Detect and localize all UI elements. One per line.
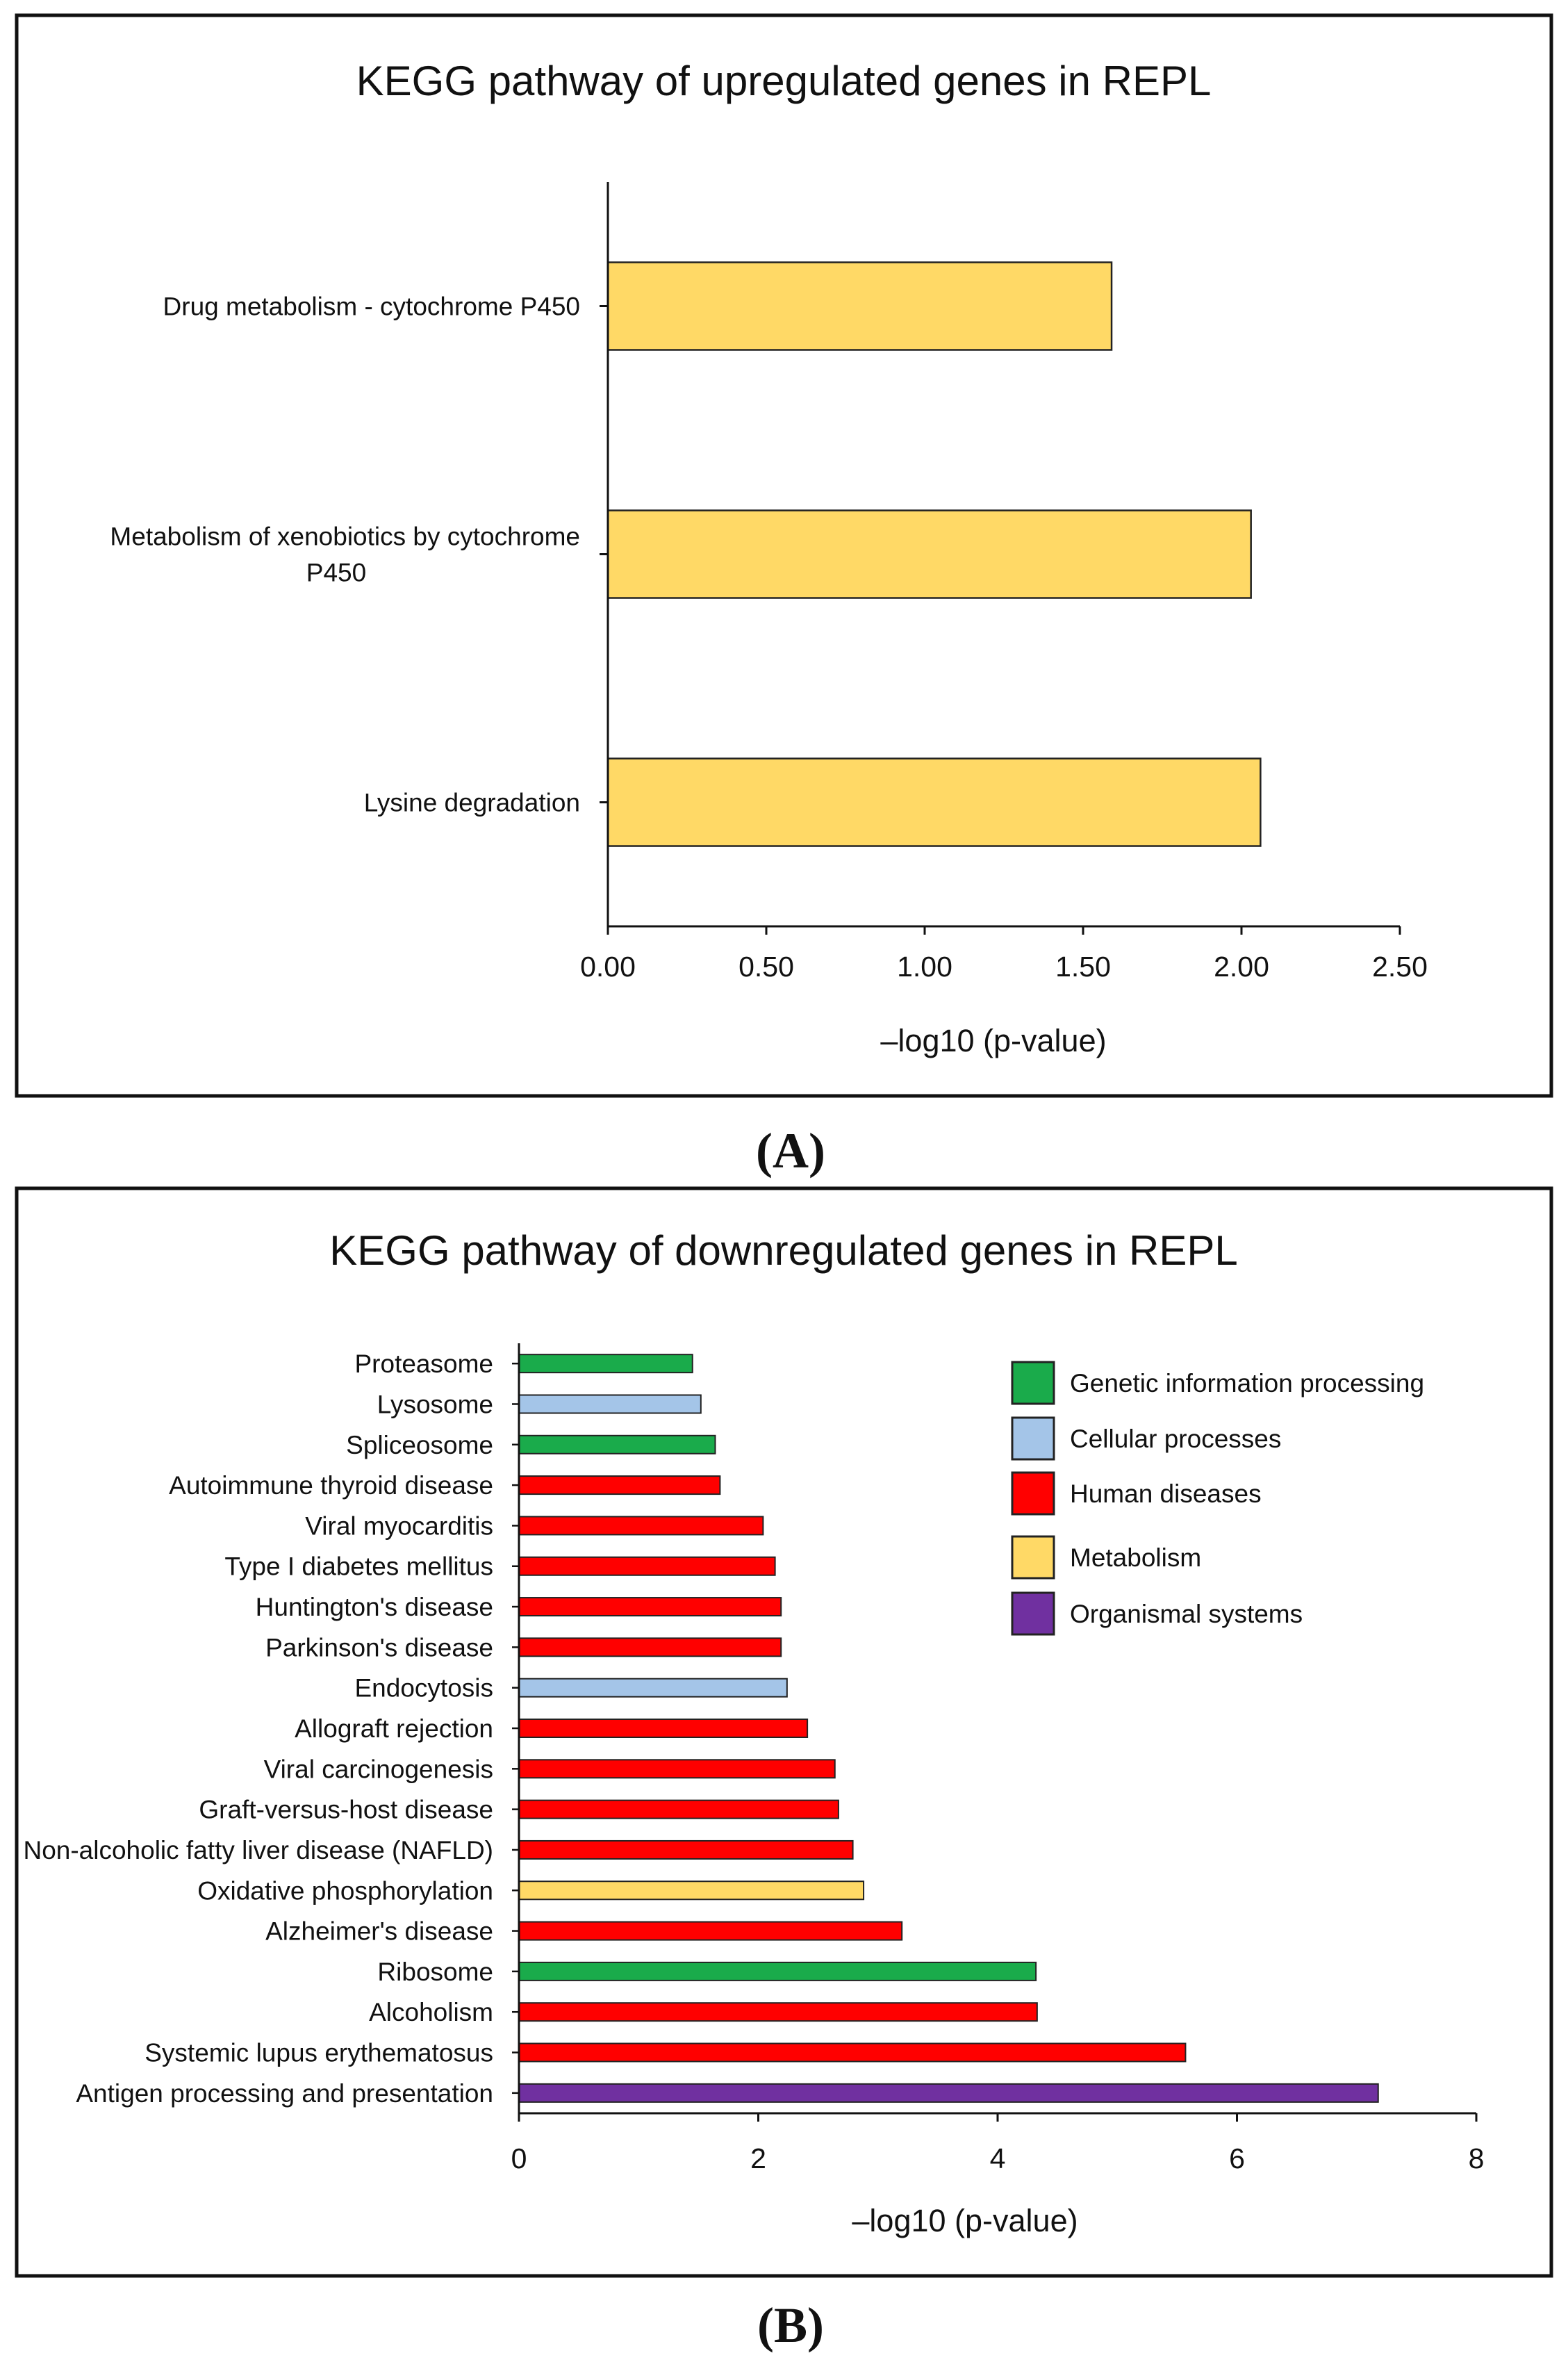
legend-label-metabolism: Metabolism [1070,1543,1201,1572]
category-label: Viral carcinogenesis [264,1755,493,1783]
category-label: Autoimmune thyroid disease [169,1471,493,1500]
bar-allograft-rejection [518,1719,809,1738]
bar-oxidative-phosphorylation [518,1880,865,1901]
bar-non-alcoholic-fatty-liver-disease-nafld [518,1839,854,1860]
x-tick-label: 2.00 [1214,951,1269,983]
category-label: P450 [306,559,366,587]
x-tick-label: 1.50 [1055,951,1111,983]
category-label: Non-alcoholic fatty liver disease (NAFLD… [23,1836,493,1864]
category-label: Oxidative phosphorylation [197,1876,493,1905]
legend-swatch-metabolism [1011,1535,1055,1580]
panel-a-frame [15,13,1553,1098]
x-tick-label: 2.50 [1372,951,1428,983]
legend-swatch-human-diseases [1011,1471,1055,1516]
x-tick-label: 1.00 [897,951,952,983]
legend-label-cellular-processes: Cellular processes [1070,1425,1281,1453]
panel-b-x-axis-label: –log10 (p-value) [852,2203,1078,2238]
bar-viral-carcinogenesis [518,1759,836,1779]
legend-label-genetic-information-processing: Genetic information processing [1070,1369,1424,1397]
category-label: Parkinson's disease [265,1633,493,1662]
bar-lysosome [518,1394,702,1414]
category-label: Drug metabolism - cytochrome P450 [163,293,580,321]
bar-alcoholism [518,2002,1038,2022]
legend-label-organismal-systems: Organismal systems [1070,1600,1303,1628]
category-label: Type I diabetes mellitus [224,1552,493,1581]
category-label: Systemic lupus erythematosus [145,2039,493,2067]
panel-a-x-axis-label: –log10 (p-value) [880,1023,1106,1058]
panel-a-title: KEGG pathway of upregulated genes in REP… [356,58,1212,104]
bar-spliceosome [518,1434,716,1454]
category-label: Huntington's disease [256,1593,493,1621]
bar-proteasome [518,1354,693,1374]
bar-systemic-lupus-erythematosus [518,2042,1187,2063]
legend-swatch-genetic-information-processing [1011,1361,1055,1405]
bar-lysine-degradation [606,757,1262,847]
panel-b-title: KEGG pathway of downregulated genes in R… [329,1227,1237,1274]
panel-b-legend: Genetic information processing Cellular p… [1011,1361,1424,1636]
category-label: Graft-versus-host disease [199,1796,493,1824]
bar-parkinson-s-disease [518,1637,782,1657]
bar-drug-metabolism-cytochrome-p450 [606,261,1113,351]
panel-b-frame [15,1186,1553,2278]
bar-type-i-diabetes-mellitus [518,1556,776,1576]
panel-b-label: (B) [757,2297,824,2353]
panel-a-label: (A) [756,1123,825,1179]
bar-alzheimer-s-disease [518,1921,903,1941]
category-label: Allograft rejection [295,1714,493,1743]
bar-endocytosis [518,1678,788,1698]
legend-label-human-diseases: Human diseases [1070,1479,1262,1508]
category-label: Endocytosis [355,1674,494,1703]
panel-b: KEGG pathway of downregulated genes in R… [15,1186,1553,2278]
x-tick-label: 8 [1469,2142,1485,2174]
bar-metabolism-of-xenobiotics-by-cytochrome-p450 [606,509,1252,599]
bar-antigen-processing-and-presentation [518,2083,1379,2103]
category-label: Lysine degradation [364,789,580,817]
category-label: Spliceosome [346,1431,493,1459]
bar-graft-versus-host-disease [518,1799,839,1819]
legend-swatch-organismal-systems [1011,1591,1055,1636]
x-tick-label: 6 [1229,2142,1245,2174]
x-tick-label: 0 [511,2142,527,2174]
category-label: Lysosome [377,1390,493,1418]
category-label: Ribosome [377,1958,493,1986]
bar-huntington-s-disease [518,1597,782,1617]
bar-viral-myocarditis [518,1516,764,1536]
panel-a: KEGG pathway of upregulated genes in REP… [15,13,1553,1098]
category-label: Metabolism of xenobiotics by cytochrome [110,523,580,551]
x-tick-label: 0.50 [738,951,794,983]
category-label: Alcoholism [369,1998,493,2026]
x-tick-label: 0.00 [580,951,636,983]
category-label: Proteasome [355,1350,494,1378]
category-label: Alzheimer's disease [265,1917,493,1946]
category-label: Viral myocarditis [305,1511,493,1540]
bar-ribosome [518,1961,1037,1981]
legend-swatch-cellular-processes [1011,1416,1055,1461]
category-label: Antigen processing and presentation [76,2079,493,2108]
bar-autoimmune-thyroid-disease [518,1475,721,1495]
x-tick-label: 4 [990,2142,1006,2174]
x-tick-label: 2 [750,2142,766,2174]
